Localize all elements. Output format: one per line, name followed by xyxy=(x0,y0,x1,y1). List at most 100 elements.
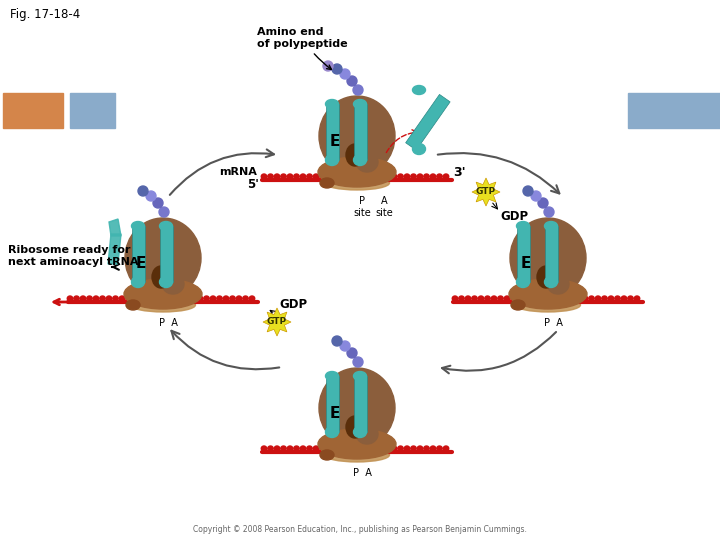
Ellipse shape xyxy=(346,446,351,451)
Ellipse shape xyxy=(378,174,384,179)
Ellipse shape xyxy=(333,446,338,451)
Ellipse shape xyxy=(444,446,449,451)
Text: E: E xyxy=(136,256,146,272)
Polygon shape xyxy=(405,94,450,150)
Text: GTP: GTP xyxy=(267,318,287,327)
Ellipse shape xyxy=(634,296,640,301)
Ellipse shape xyxy=(404,174,410,179)
Text: P  A: P A xyxy=(353,468,372,478)
Text: 5': 5' xyxy=(247,179,259,192)
Ellipse shape xyxy=(132,296,138,301)
Ellipse shape xyxy=(320,174,325,179)
Ellipse shape xyxy=(281,174,287,179)
Ellipse shape xyxy=(153,198,163,208)
Ellipse shape xyxy=(307,174,312,179)
Ellipse shape xyxy=(325,176,390,190)
Ellipse shape xyxy=(628,296,634,301)
Ellipse shape xyxy=(86,296,92,301)
Ellipse shape xyxy=(320,178,334,188)
Ellipse shape xyxy=(359,446,364,451)
Ellipse shape xyxy=(472,296,477,301)
Ellipse shape xyxy=(340,69,350,79)
Text: Copyright © 2008 Pearson Education, Inc., publishing as Pearson Benjamin Cumming: Copyright © 2008 Pearson Education, Inc.… xyxy=(193,525,527,534)
Ellipse shape xyxy=(465,296,471,301)
Ellipse shape xyxy=(516,298,580,312)
Ellipse shape xyxy=(404,446,410,451)
Ellipse shape xyxy=(397,174,403,179)
Ellipse shape xyxy=(318,429,396,459)
Ellipse shape xyxy=(570,296,575,301)
Ellipse shape xyxy=(391,174,397,179)
Polygon shape xyxy=(516,226,529,282)
Ellipse shape xyxy=(444,174,449,179)
Ellipse shape xyxy=(413,144,426,154)
Ellipse shape xyxy=(162,274,184,294)
Ellipse shape xyxy=(354,372,366,381)
Ellipse shape xyxy=(517,296,523,301)
Ellipse shape xyxy=(478,296,484,301)
Ellipse shape xyxy=(217,296,222,301)
Polygon shape xyxy=(325,104,338,160)
Text: E: E xyxy=(330,407,340,422)
Ellipse shape xyxy=(498,296,503,301)
Ellipse shape xyxy=(325,448,390,462)
Ellipse shape xyxy=(160,221,173,231)
Ellipse shape xyxy=(397,446,403,451)
Ellipse shape xyxy=(138,186,148,196)
Ellipse shape xyxy=(511,300,525,310)
Polygon shape xyxy=(472,178,500,206)
Bar xyxy=(3,93,63,128)
Ellipse shape xyxy=(274,174,280,179)
Ellipse shape xyxy=(126,300,140,310)
Ellipse shape xyxy=(547,274,569,294)
Ellipse shape xyxy=(339,174,345,179)
Ellipse shape xyxy=(550,296,555,301)
Ellipse shape xyxy=(365,446,371,451)
Ellipse shape xyxy=(243,296,248,301)
Ellipse shape xyxy=(325,372,338,381)
Ellipse shape xyxy=(615,296,620,301)
Ellipse shape xyxy=(544,221,557,231)
FancyArrowPatch shape xyxy=(442,332,556,373)
Ellipse shape xyxy=(346,416,364,438)
Ellipse shape xyxy=(418,174,423,179)
Ellipse shape xyxy=(319,368,395,448)
Ellipse shape xyxy=(73,296,79,301)
Ellipse shape xyxy=(384,446,390,451)
Ellipse shape xyxy=(230,296,235,301)
Ellipse shape xyxy=(261,174,266,179)
Ellipse shape xyxy=(576,296,581,301)
Ellipse shape xyxy=(124,279,202,309)
Ellipse shape xyxy=(516,221,529,231)
Ellipse shape xyxy=(126,296,131,301)
Ellipse shape xyxy=(353,85,363,95)
Ellipse shape xyxy=(538,198,548,208)
Ellipse shape xyxy=(307,446,312,451)
Ellipse shape xyxy=(621,296,626,301)
Ellipse shape xyxy=(356,424,378,444)
Ellipse shape xyxy=(332,64,342,74)
Text: mRNA: mRNA xyxy=(219,167,257,177)
Text: E: E xyxy=(521,256,531,272)
Ellipse shape xyxy=(352,174,358,179)
Ellipse shape xyxy=(320,446,325,451)
Text: 3': 3' xyxy=(453,165,465,179)
Ellipse shape xyxy=(281,446,287,451)
Ellipse shape xyxy=(184,296,190,301)
Ellipse shape xyxy=(159,207,169,217)
Ellipse shape xyxy=(223,296,229,301)
Polygon shape xyxy=(108,234,121,264)
Ellipse shape xyxy=(165,296,170,301)
Ellipse shape xyxy=(372,174,377,179)
Polygon shape xyxy=(325,376,338,432)
Polygon shape xyxy=(354,104,366,160)
Polygon shape xyxy=(263,308,291,336)
Ellipse shape xyxy=(356,152,378,172)
Polygon shape xyxy=(160,226,173,282)
Ellipse shape xyxy=(410,446,416,451)
Ellipse shape xyxy=(544,296,549,301)
Ellipse shape xyxy=(452,296,458,301)
Ellipse shape xyxy=(424,446,429,451)
Ellipse shape xyxy=(319,96,395,176)
Ellipse shape xyxy=(595,296,600,301)
